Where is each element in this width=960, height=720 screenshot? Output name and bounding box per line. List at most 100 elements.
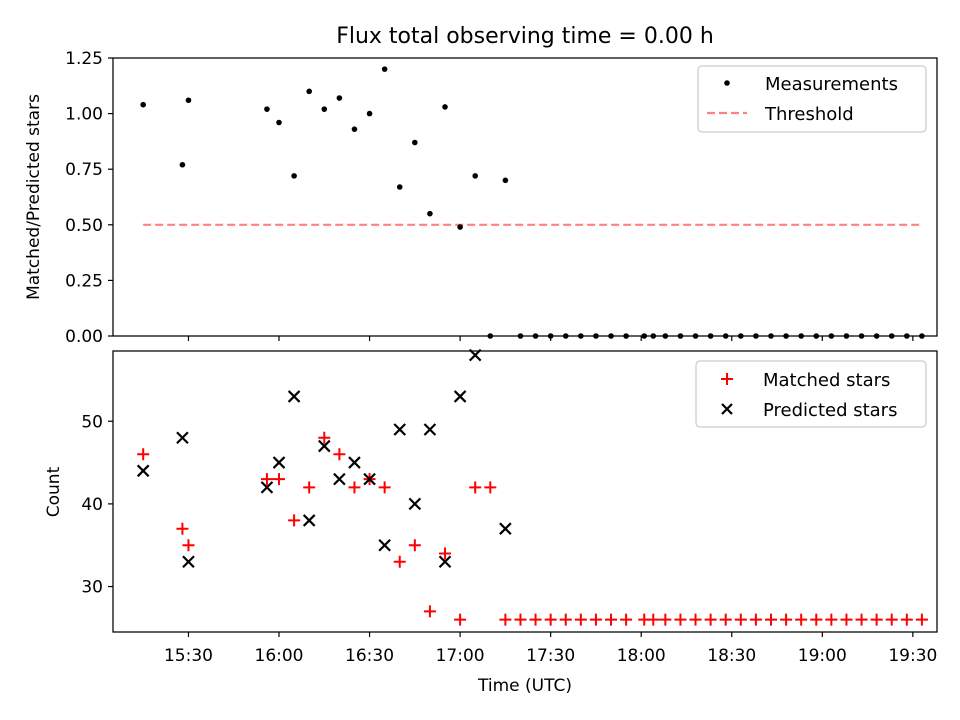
x-axis-label: Time (UTC) [477, 676, 572, 696]
matched-stars-point [605, 613, 618, 626]
bottom-y-ticks: 30 40 50 [81, 412, 113, 598]
matched-stars-point [855, 613, 868, 626]
matched-stars-point [454, 613, 467, 626]
predicted-stars-point [176, 431, 189, 445]
x-tick-label: 18:00 [617, 646, 666, 666]
matched-stars-point [469, 481, 482, 494]
matched-stars-point [333, 448, 346, 461]
bottom-legend-box [695, 360, 927, 428]
measurement-point [502, 177, 509, 184]
top-legend-box [697, 65, 927, 133]
top-plot-frame [112, 57, 938, 337]
matched-stars-point [795, 613, 808, 626]
y-tick-label: 50 [81, 412, 103, 432]
predicted-stars-point [423, 423, 437, 436]
y-tick-label: 0.25 [65, 271, 103, 291]
bottom-legend: Matched stars Predicted stars [695, 360, 927, 428]
matched-stars-point [574, 613, 587, 626]
measurement-point [457, 224, 463, 230]
measurement-point [179, 161, 186, 168]
matched-stars-point [137, 448, 150, 461]
predicted-stars-point [408, 497, 422, 511]
predicted-stars-point [318, 439, 331, 453]
matched-stars-point [273, 473, 286, 486]
measurement-point [427, 210, 433, 217]
bottom-y-axis-label: Count [44, 466, 64, 517]
x-tick-label: 18:30 [707, 646, 756, 666]
matched-stars-point [499, 613, 512, 626]
y-tick-label: 0.50 [65, 216, 103, 236]
matched-stars-point [182, 539, 195, 552]
matched-stars-point [840, 613, 853, 626]
matched-stars-point [900, 613, 913, 626]
matched-stars-point [915, 613, 928, 626]
measurement-point [472, 173, 478, 179]
predicted-stars-point [499, 522, 512, 535]
measurement-point [185, 97, 192, 104]
measurement-point [321, 106, 328, 112]
measurement-point [336, 95, 343, 101]
predicted-stars-point [348, 456, 361, 469]
predicted-stars-point [393, 423, 407, 436]
matched-stars-point [689, 613, 702, 626]
matched-stars-point [484, 481, 497, 494]
legend-predicted-marker [721, 403, 733, 415]
matched-stars-point [176, 522, 189, 535]
predicted-stars-point [182, 555, 195, 569]
measurement-point [381, 66, 388, 72]
matched-stars-point [885, 613, 898, 626]
predicted-stars-point [302, 514, 316, 527]
top-y-axis-label: Matched/Predicted stars [24, 94, 44, 300]
legend-threshold-label: Threshold [764, 104, 854, 125]
matched-stars-point [529, 613, 542, 626]
legend-matched-marker [721, 373, 733, 385]
chart-title: Flux total observing time = 0.00 h [336, 24, 714, 49]
matched-stars-point [378, 481, 391, 494]
y-tick-label: 0.00 [65, 327, 103, 347]
measurement-point [264, 106, 270, 112]
predicted-stars-point [453, 390, 467, 403]
legend-predicted-label: Predicted stars [763, 400, 897, 421]
matched-stars-point [408, 539, 421, 552]
matched-stars-point [260, 473, 273, 486]
x-tick-label: 19:00 [798, 646, 847, 666]
matched-stars-point [734, 613, 747, 626]
matched-stars-point [303, 481, 316, 494]
matched-stars-point [647, 613, 660, 626]
matched-stars-point [659, 613, 672, 626]
matched-stars-point [589, 613, 602, 626]
x-tick-label: 17:30 [526, 646, 575, 666]
matched-stars-point [620, 613, 633, 626]
measurement-point [442, 104, 448, 110]
y-tick-label: 0.75 [65, 160, 103, 180]
measurement-point [140, 101, 146, 108]
measurement-point [396, 184, 403, 190]
legend-measurements-label: Measurements [765, 74, 898, 95]
matched-stars-point [825, 613, 838, 626]
matched-stars-point [288, 514, 301, 527]
matched-stars-point [719, 613, 732, 626]
x-tick-label: 16:00 [255, 646, 304, 666]
predicted-stars-point [333, 472, 346, 486]
matched-stars-point [780, 613, 793, 626]
matched-stars-point [870, 613, 883, 626]
bottom-plot-marks [136, 348, 928, 626]
y-tick-label: 40 [81, 495, 103, 515]
matched-stars-point [764, 613, 777, 626]
predicted-stars-point [272, 456, 286, 469]
matched-stars-point [423, 605, 436, 618]
top-y-ticks: 0.00 0.25 0.50 0.75 1.00 1.25 [65, 49, 113, 347]
predicted-stars-point [438, 555, 452, 569]
bottom-plot-frame [112, 350, 938, 633]
x-ticks: 15:30 16:00 16:30 17:00 17:30 18:00 18:30 19:00… [164, 336, 937, 666]
measurement-point [366, 110, 373, 117]
y-tick-label: 1.25 [65, 49, 103, 69]
y-tick-label: 30 [81, 578, 103, 598]
measurement-point [306, 88, 312, 95]
matched-stars-point [810, 613, 823, 626]
matched-stars-point [514, 613, 527, 626]
x-tick-label: 19:30 [888, 646, 937, 666]
legend-measurements-marker [724, 80, 730, 86]
predicted-stars-point [136, 464, 150, 478]
